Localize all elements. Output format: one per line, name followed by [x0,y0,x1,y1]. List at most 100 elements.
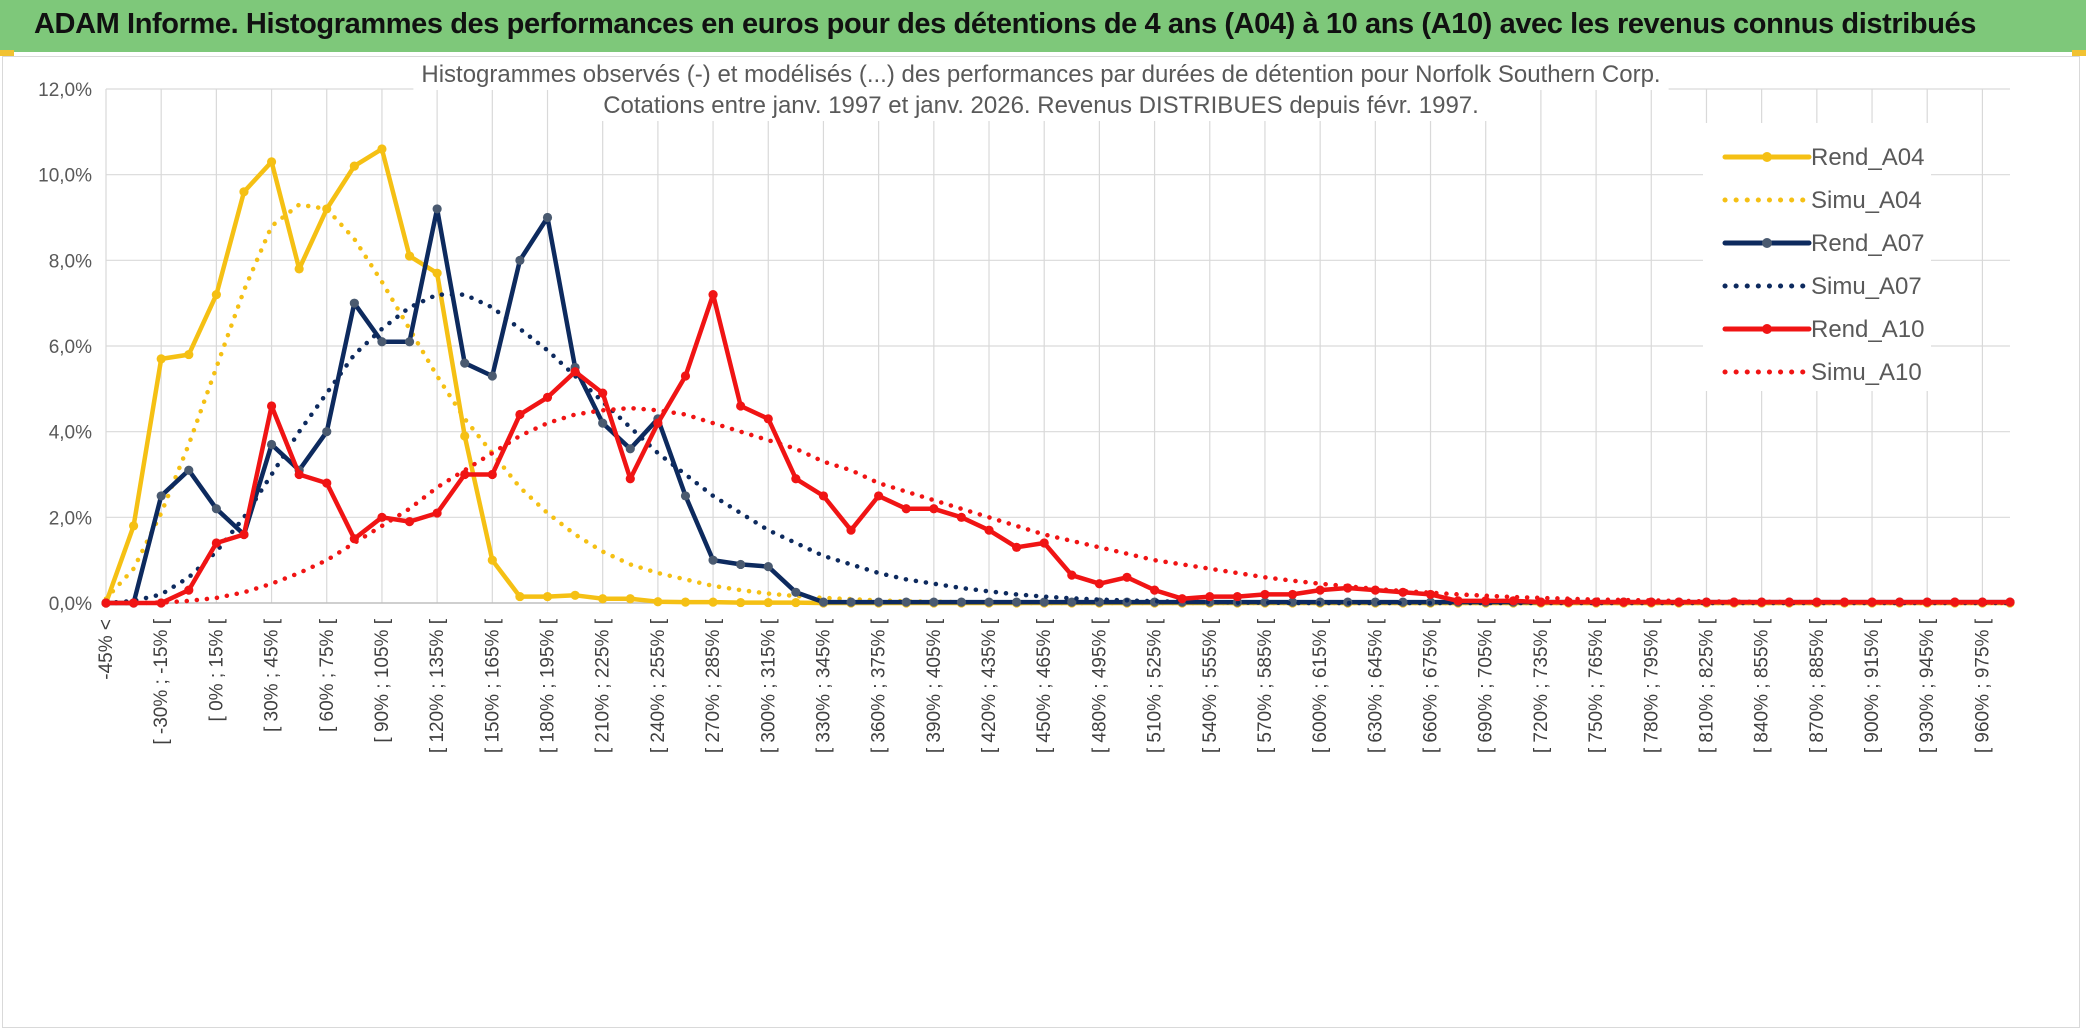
left-accent-mark [0,50,14,56]
data-point [266,401,277,411]
data-point [1149,585,1160,595]
data-point [901,504,911,514]
data-point [625,594,635,604]
data-point [349,161,359,171]
data-point [515,591,525,602]
legend-label-Rend_A04: Rend_A04 [1811,144,1924,171]
x-tick-label: [ 240% ; 255% [ [648,618,669,753]
x-tick-label: [ 810% ; 825% [ [1696,618,1717,753]
data-point [653,418,663,428]
data-point [542,591,553,602]
data-point [570,367,580,377]
data-point [1536,597,1546,607]
x-tick-label: [ 660% ; 675% [ [1421,618,1442,753]
data-point [791,587,801,597]
series-Simu_A04 [103,202,2013,606]
data-point [184,465,194,475]
x-tick-label: [ 330% ; 345% [ [813,618,834,753]
data-point [708,290,718,300]
title-background [413,59,1669,90]
data-point [487,371,497,381]
data-point [1232,591,1242,602]
series-Simu_A10 [103,405,2013,606]
x-tick-label: [ 510% ; 525% [ [1145,618,1166,753]
x-tick-label: [ 150% ; 165% [ [482,618,503,753]
data-point [1067,570,1077,580]
data-point [874,597,884,607]
data-point [1453,596,1463,606]
data-point [1315,585,1325,595]
data-point [404,337,415,347]
x-tick-label: [ 690% ; 705% [ [1476,618,1497,753]
data-point [818,597,829,607]
data-point [460,358,470,368]
data-point [763,561,773,572]
series-line-Rend_A10 [103,292,2013,606]
chart-frame: 0,0% 2,0% 4,0% 6,0% 8,0% 10,0% 12,0% -45% < [ -3… [2,56,2080,1028]
data-point [156,598,166,608]
data-point [266,439,277,450]
data-point [708,555,718,565]
data-point [184,349,194,360]
histogram-chart: 0,0% 2,0% 4,0% 6,0% 8,0% 10,0% 12,0% -45% < [ -3… [38,59,2015,753]
y-tick-label: 4,0% [49,423,92,444]
axes: 0,0% 2,0% 4,0% 6,0% 8,0% 10,0% 12,0% -45% < [ -3… [38,80,2010,753]
data-point [818,491,829,501]
x-tick-label: [ 390% ; 405% [ [924,618,945,753]
series-lines [101,144,2015,608]
y-tick-label: 10,0% [38,166,92,187]
report-title: ADAM Informe. Histogrammes des performan… [34,8,1976,40]
x-tick-label: [ 90% ; 105% [ [372,618,393,742]
legend-label-Rend_A10: Rend_A10 [1811,316,1924,343]
x-tick-label: [ 960% ; 975% [ [1972,618,1993,753]
data-point [322,427,332,437]
series-line-Simu_A10 [103,405,2013,606]
x-tick-label: [ 0% ; 15% [ [206,618,227,721]
legend-marker [1762,238,1772,248]
data-point [404,251,415,261]
data-point [1039,538,1049,548]
data-point [763,597,773,608]
y-tick-label: 12,0% [38,80,92,101]
data-point [211,290,221,300]
x-tick-label: [ 540% ; 555% [ [1200,618,1221,753]
data-point [625,474,635,484]
x-tick-label: -45% < [96,619,117,680]
x-tick-label: [ 210% ; 225% [ [593,618,614,753]
x-tick-label: [ 30% ; 45% [ [262,618,283,732]
data-point [184,585,194,595]
data-point [653,597,663,607]
data-point [156,354,166,364]
data-point [239,529,249,540]
x-tick-label: [ 840% ; 855% [ [1752,618,1773,753]
data-point [570,590,580,600]
data-point [239,187,249,197]
data-point [984,525,994,535]
data-point [791,474,801,484]
chart-title: Histogrammes observés (-) et modélisés (… [421,61,1660,88]
data-point [211,504,221,514]
report-header: ADAM Informe. Histogrammes des performan… [0,0,2086,52]
legend-background [1703,123,1931,391]
data-point [377,512,387,522]
x-tick-label: [ 420% ; 435% [ [979,618,1000,753]
data-point [1729,597,1739,607]
data-point [1287,597,1298,607]
x-tick-label: [ 750% ; 765% [ [1586,618,1607,753]
data-point [1812,597,1822,607]
data-point [487,555,497,565]
data-point [1287,589,1298,600]
data-point [432,204,442,214]
data-point [625,444,635,454]
data-point [984,597,994,607]
data-point [1122,572,1132,582]
legend-label-Rend_A07: Rend_A07 [1811,230,1924,257]
legend-marker [1762,152,1772,162]
x-tick-label: [ 930% ; 945% [ [1917,618,1938,753]
data-point [736,401,746,411]
data-point [294,469,304,480]
data-point [404,517,415,527]
data-point [542,392,553,402]
legend-label-Simu_A07: Simu_A07 [1811,273,1922,300]
chart-subtitle: Cotations entre janv. 1997 et janv. 2026… [603,92,1479,119]
